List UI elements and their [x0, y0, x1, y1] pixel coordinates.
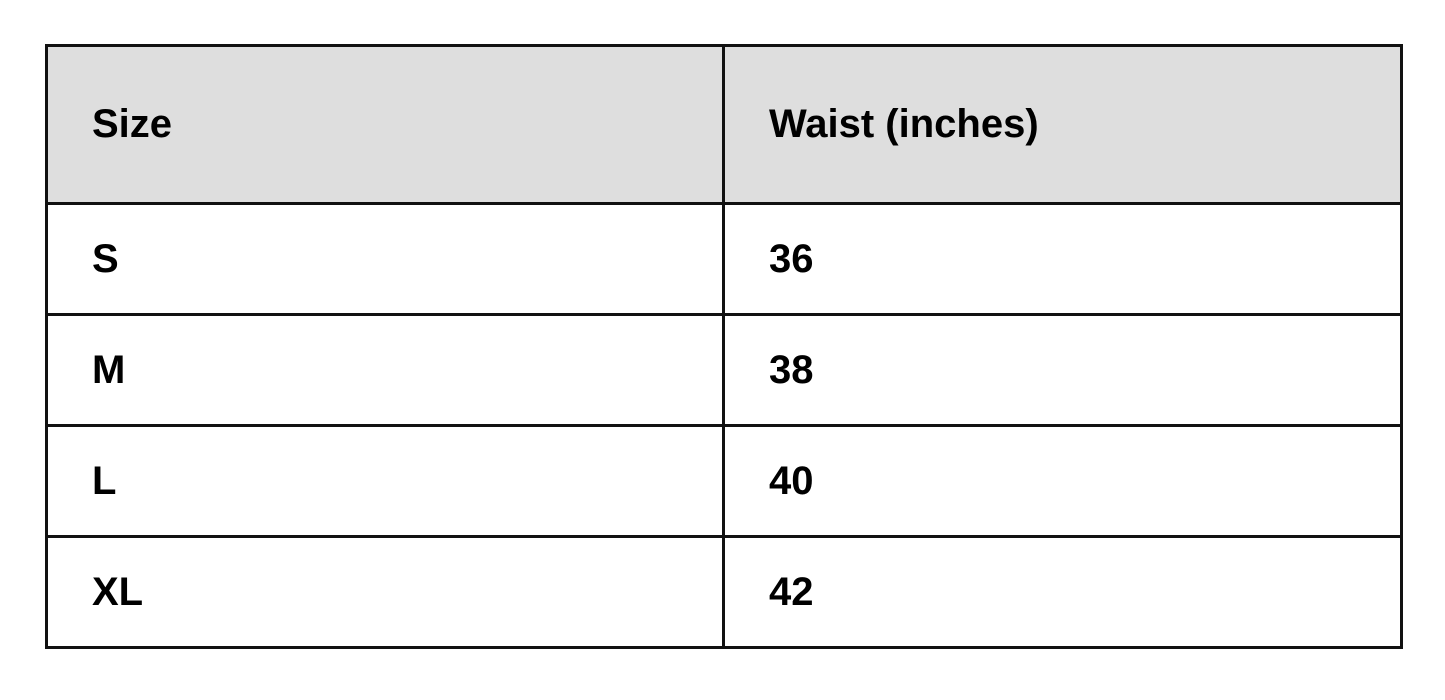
- waist-cell: 42: [722, 535, 1403, 649]
- table-row: M 38: [45, 313, 1403, 427]
- waist-cell: 40: [722, 424, 1403, 538]
- size-chart-table: Size Waist (inches) S 36 M 38 L 40 XL 42: [45, 44, 1403, 649]
- size-cell: S: [45, 202, 725, 316]
- size-cell: XL: [45, 535, 725, 649]
- size-cell: L: [45, 424, 725, 538]
- header-waist: Waist (inches): [722, 44, 1403, 205]
- table-header-row: Size Waist (inches): [45, 44, 1403, 205]
- waist-cell: 38: [722, 313, 1403, 427]
- table-row: L 40: [45, 424, 1403, 538]
- header-size: Size: [45, 44, 725, 205]
- size-cell: M: [45, 313, 725, 427]
- waist-cell: 36: [722, 202, 1403, 316]
- table-row: S 36: [45, 202, 1403, 316]
- table-row: XL 42: [45, 535, 1403, 649]
